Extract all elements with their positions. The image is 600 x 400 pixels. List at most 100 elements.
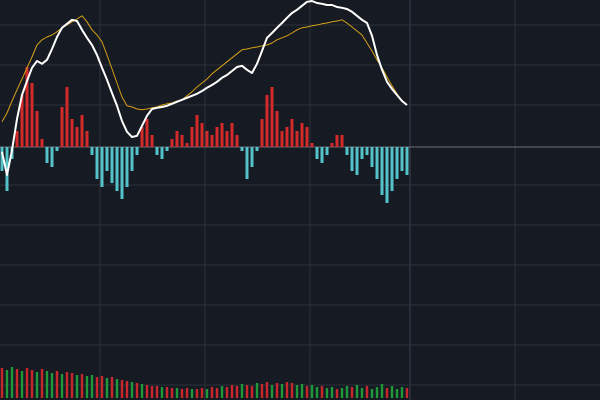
volume-bar [255,383,259,398]
volume-bar [135,383,139,398]
histogram-bar [55,147,59,151]
volume-bar [145,385,149,398]
histogram-bar [185,143,189,147]
volume-bar [55,371,59,398]
volume-bar [110,377,114,398]
volume-bar [205,389,209,398]
histogram-bar [310,143,314,147]
volume-bar [20,371,24,398]
volume-bar [400,387,404,398]
histogram-bar [265,95,269,147]
volume-bar [275,383,279,398]
volume-bar [320,386,324,398]
histogram-bar [235,135,239,147]
volume-bar [35,372,39,398]
volume-bar [280,384,284,398]
histogram-bar [345,147,349,155]
histogram-bar [165,147,169,151]
volume-bar [395,389,399,398]
volume-bar [315,387,319,398]
histogram-bar [230,123,234,147]
histogram-bar [30,83,34,147]
histogram-bar [50,147,54,167]
volume-bar [30,370,34,398]
volume-bar [335,389,339,398]
volume-bar [105,378,109,398]
volume-bar [160,387,164,398]
volume-bar [345,386,349,398]
volume-bar [215,388,219,398]
volume-bar [310,385,314,398]
volume-bar [245,385,249,398]
volume-bar [195,389,199,398]
histogram-bar [175,131,179,147]
histogram-bar [90,147,94,155]
volume-bar [350,387,354,398]
histogram-bar [200,123,204,147]
histogram-bar [365,147,369,155]
volume-bar [60,374,64,398]
histogram-bar [105,147,109,171]
volume-bar [5,370,9,398]
histogram-bar [245,147,249,179]
histogram-bar [300,123,304,147]
volume-bar [220,386,224,398]
histogram-bar [405,147,409,175]
volume-bar [270,385,274,398]
volume-bar [50,373,54,398]
volume-bar [330,387,334,398]
volume-bar [290,383,294,398]
volume-bar [115,379,119,398]
volume-bar [185,388,189,398]
histogram-bar [255,147,259,151]
histogram-bar [270,87,274,147]
histogram-bar [320,147,324,163]
histogram-bar [125,147,129,187]
histogram-bar [75,127,79,147]
histogram-bar [60,107,64,147]
volume-bar [25,368,29,398]
histogram-bar [35,111,39,147]
volume-bar [385,388,389,398]
histogram-bar [65,87,69,147]
volume-bar [75,375,79,398]
volume-bar [100,376,104,398]
histogram-bar [340,135,344,147]
histogram-bar [5,147,9,191]
histogram-bar [215,127,219,147]
histogram-bar [135,147,139,155]
volume-bar [325,388,329,398]
histogram-bar [220,123,224,147]
histogram-bar [295,131,299,147]
volume-bar [285,382,289,398]
histogram-bar [20,95,24,147]
histogram-bar [325,147,329,155]
volume-bar [380,384,384,398]
histogram-bar [115,147,119,191]
volume-bar [130,382,134,398]
histogram-bar [160,147,164,159]
histogram-bar [225,131,229,147]
histogram-bar [290,119,294,147]
volume-bar [70,373,74,398]
histogram-bar [390,147,394,191]
volume-bar [10,367,14,398]
histogram-bar [370,147,374,167]
volume-bar [95,377,99,398]
volume-bar [365,386,369,398]
volume-bar [230,385,234,398]
volume-bar [80,374,84,398]
volume-bar [305,386,309,398]
volume-bar [210,387,214,398]
indicator-line [1,0,408,176]
histogram-bar [45,147,49,163]
volume-bar [225,387,229,398]
histogram-bar [140,127,144,147]
histogram-bar [110,147,114,183]
histogram-bar [305,127,309,147]
volume-bar [85,376,89,398]
